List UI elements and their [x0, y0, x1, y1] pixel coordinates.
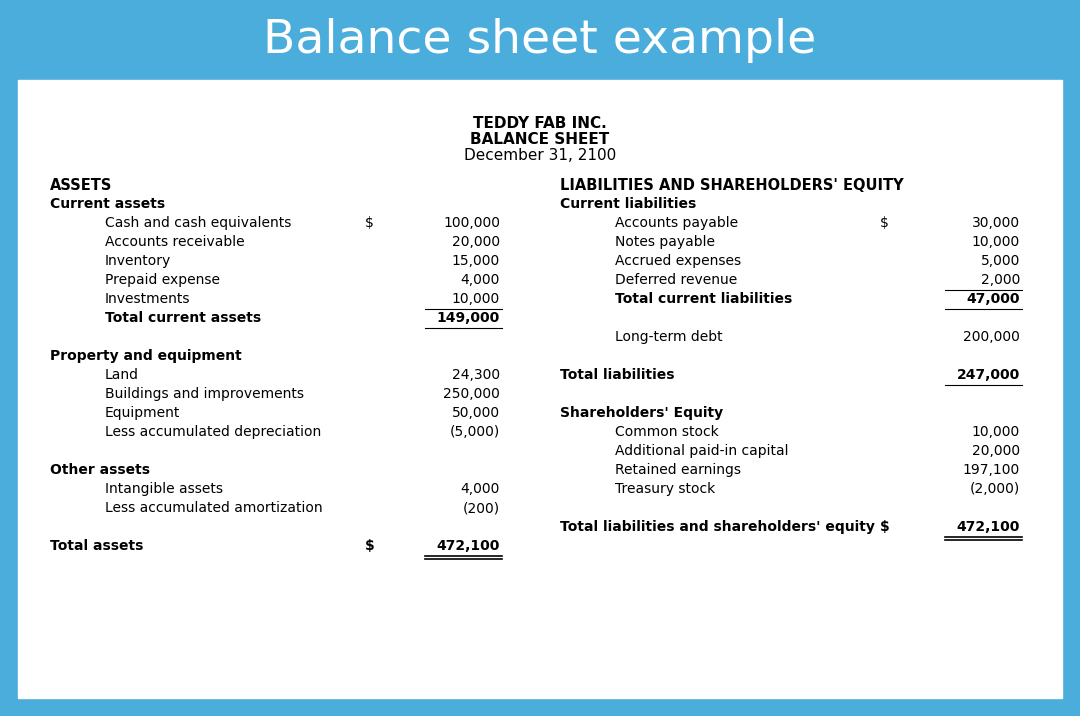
- Text: Equipment: Equipment: [105, 406, 180, 420]
- Text: Inventory: Inventory: [105, 254, 172, 268]
- Text: Total liabilities and shareholders' equity: Total liabilities and shareholders' equi…: [561, 520, 875, 534]
- Text: LIABILITIES AND SHAREHOLDERS' EQUITY: LIABILITIES AND SHAREHOLDERS' EQUITY: [561, 178, 904, 193]
- Text: Total liabilities: Total liabilities: [561, 368, 675, 382]
- Text: 30,000: 30,000: [972, 216, 1020, 230]
- Text: Less accumulated depreciation: Less accumulated depreciation: [105, 425, 321, 439]
- Text: Total assets: Total assets: [50, 539, 144, 553]
- Text: 247,000: 247,000: [957, 368, 1020, 382]
- Text: 20,000: 20,000: [972, 444, 1020, 458]
- Text: 100,000: 100,000: [443, 216, 500, 230]
- Text: 20,000: 20,000: [451, 235, 500, 249]
- Text: Retained earnings: Retained earnings: [615, 463, 741, 477]
- Text: 149,000: 149,000: [436, 311, 500, 325]
- Text: Property and equipment: Property and equipment: [50, 349, 242, 363]
- Text: $: $: [365, 216, 374, 230]
- Text: 10,000: 10,000: [972, 235, 1020, 249]
- Text: December 31, 2100: December 31, 2100: [464, 148, 616, 163]
- Text: Less accumulated amortization: Less accumulated amortization: [105, 501, 323, 515]
- Text: Prepaid expense: Prepaid expense: [105, 273, 220, 287]
- Text: Total current assets: Total current assets: [105, 311, 261, 325]
- Text: Treasury stock: Treasury stock: [615, 482, 715, 496]
- Text: Intangible assets: Intangible assets: [105, 482, 222, 496]
- Text: $: $: [880, 520, 890, 534]
- Text: ASSETS: ASSETS: [50, 178, 112, 193]
- Text: Common stock: Common stock: [615, 425, 719, 439]
- Text: Other assets: Other assets: [50, 463, 150, 477]
- Text: 47,000: 47,000: [967, 292, 1020, 306]
- Text: 2,000: 2,000: [981, 273, 1020, 287]
- Text: Total current liabilities: Total current liabilities: [615, 292, 793, 306]
- Text: 472,100: 472,100: [436, 539, 500, 553]
- Text: 4,000: 4,000: [461, 482, 500, 496]
- Text: $: $: [365, 539, 375, 553]
- Text: 50,000: 50,000: [451, 406, 500, 420]
- Text: Current assets: Current assets: [50, 197, 165, 211]
- Bar: [0, 0, 1080, 80]
- Text: Buildings and improvements: Buildings and improvements: [105, 387, 303, 401]
- Text: Accounts payable: Accounts payable: [615, 216, 738, 230]
- Text: Shareholders' Equity: Shareholders' Equity: [561, 406, 724, 420]
- Text: Current liabilities: Current liabilities: [561, 197, 697, 211]
- Text: 472,100: 472,100: [957, 520, 1020, 534]
- Text: 10,000: 10,000: [451, 292, 500, 306]
- Text: Balance sheet example: Balance sheet example: [264, 17, 816, 62]
- Text: 10,000: 10,000: [972, 425, 1020, 439]
- Text: Accounts receivable: Accounts receivable: [105, 235, 245, 249]
- Bar: [18, 80, 1062, 698]
- Text: 250,000: 250,000: [443, 387, 500, 401]
- Text: BALANCE SHEET: BALANCE SHEET: [471, 132, 609, 147]
- Text: (2,000): (2,000): [970, 482, 1020, 496]
- Text: 197,100: 197,100: [962, 463, 1020, 477]
- Text: 5,000: 5,000: [981, 254, 1020, 268]
- Text: 24,300: 24,300: [451, 368, 500, 382]
- Text: 4,000: 4,000: [461, 273, 500, 287]
- Text: (5,000): (5,000): [449, 425, 500, 439]
- Text: TEDDY FAB INC.: TEDDY FAB INC.: [473, 116, 607, 131]
- Text: (200): (200): [463, 501, 500, 515]
- Text: 200,000: 200,000: [963, 330, 1020, 344]
- Text: Investments: Investments: [105, 292, 190, 306]
- Text: Notes payable: Notes payable: [615, 235, 715, 249]
- Text: Long-term debt: Long-term debt: [615, 330, 723, 344]
- Text: 15,000: 15,000: [451, 254, 500, 268]
- Text: Deferred revenue: Deferred revenue: [615, 273, 738, 287]
- Text: Land: Land: [105, 368, 139, 382]
- Text: Cash and cash equivalents: Cash and cash equivalents: [105, 216, 292, 230]
- Text: $: $: [880, 216, 889, 230]
- Text: Additional paid-in capital: Additional paid-in capital: [615, 444, 788, 458]
- Text: Accrued expenses: Accrued expenses: [615, 254, 741, 268]
